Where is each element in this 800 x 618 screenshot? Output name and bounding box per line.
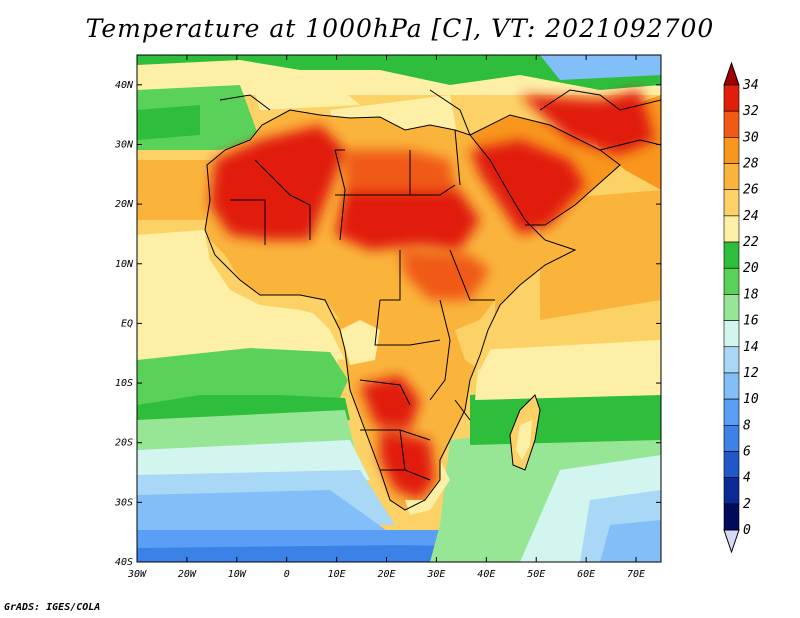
lat-tick-label: 40N [115,80,134,91]
colorbar-label: 4 [743,471,751,486]
colorbar-label: 12 [743,366,759,381]
lon-tick-label: 20W [178,569,197,580]
colorbar-box [723,320,740,348]
colorbar-box [723,84,740,112]
colorbar-box [723,163,740,191]
lon-tick-label: 60E [577,569,595,580]
colorbar-label: 30 [742,130,759,145]
colorbar-box [723,294,740,321]
colorbar-label: 18 [743,287,759,302]
colorbar-label: 2 [743,497,751,512]
colorbar-box [723,477,740,505]
country-borders [204,89,661,511]
colorbar-box [723,346,740,374]
colorbar-box [723,267,740,295]
colorbar-label: 34 [742,78,759,93]
colorbar-label: 8 [743,418,751,433]
lon-tick-label: 50E [527,569,545,580]
lon-tick-label: 10E [328,569,346,580]
lon-tick-label: 70E [627,569,645,580]
lat-tick-label: 40S [115,557,133,568]
colorbar-label: 22 [743,235,759,250]
colorbar-label: 14 [743,340,759,355]
colorbar-box [723,398,740,426]
lat-tick-label: 10S [115,378,133,389]
lat-tick-label: 10N [115,259,134,270]
colorbar-label: 0 [743,523,751,538]
colorbar-box [723,215,740,243]
colorbar-box [723,503,740,531]
colorbar-label: 24 [743,209,759,224]
colorbar-label: 20 [743,261,759,276]
lat-tick-label: 20N [115,199,134,210]
lon-tick-label: 40E [477,569,495,580]
colorbar-label: 16 [743,314,759,329]
colorbar-box [723,137,740,164]
lon-tick-label: 20E [377,569,395,580]
lon-tick-label: 30W [127,569,147,580]
colorbar-label: 10 [743,392,759,407]
temperature-field [137,55,661,562]
map-title: Temperature at 1000hPa [C], VT: 20210927… [85,14,715,43]
lon-tick-label: 0 [284,569,290,580]
colorbar-top-arrow [723,61,740,86]
colorbar-box [723,451,740,478]
plot-frame [136,54,662,563]
colorbar-label: 32 [742,104,759,119]
colorbar-label: 28 [743,157,759,172]
colorbar-box [723,424,740,452]
lon-tick-label: 10W [228,569,247,580]
colorbar-box [723,372,740,400]
lat-tick-label: EQ [121,318,133,329]
colorbar-label: 6 [743,444,751,459]
colorbar-box [723,110,740,138]
longitude-axis: 30W 20W 10W 0 10E 20E 30E 40E 50E 60E 70E [127,55,645,580]
grads-credit: GrADS: IGES/COLA [4,602,101,613]
colorbar-box [723,189,740,217]
latitude-axis: 40N 30N 20N 10N EQ 10S 20S 30S 40S [114,80,661,568]
colorbar-box [723,241,740,269]
colorbar-bottom-arrow [723,529,740,554]
lat-tick-label: 30S [114,497,133,508]
lon-tick-label: 30E [426,569,445,580]
lat-tick-label: 30N [114,139,134,150]
colorbar-label: 26 [743,183,759,198]
lat-tick-label: 20S [115,438,133,449]
